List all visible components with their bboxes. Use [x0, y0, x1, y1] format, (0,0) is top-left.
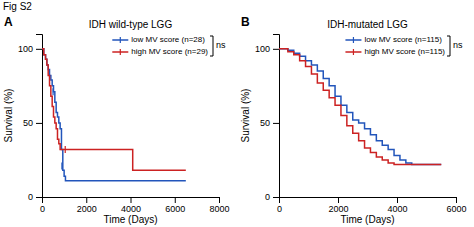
bracket [210, 36, 213, 56]
km-curve [42, 49, 186, 181]
y-tick: 0 [265, 192, 279, 202]
legend: low MV score (n=28) high MV score (n=29) [112, 35, 208, 56]
legend-swatch-tick [353, 37, 354, 43]
bracket-line [210, 56, 213, 57]
x-tick: 4000 [121, 197, 141, 214]
x-tick-label: 6000 [165, 204, 185, 214]
panel-label: A [4, 15, 13, 29]
panel-label: B [241, 15, 250, 29]
y-tick-label: 50 [260, 118, 270, 128]
panel: 0 2000 4000 6000 0 50 100 low MV score (n=115) h… [240, 15, 467, 225]
chart-title: IDH-mutated LGG [327, 19, 408, 30]
x-tick-label: 8000 [209, 204, 229, 214]
x-tick-mark [397, 197, 398, 203]
censor-mark [65, 146, 66, 153]
bracket-line [447, 36, 450, 37]
censor-mark [61, 162, 62, 169]
x-tick: 0 [277, 197, 282, 214]
x-tick-mark [131, 197, 132, 203]
x-tick: 6000 [446, 197, 466, 214]
legend-label: high MV score (n=115) [364, 47, 445, 56]
plot-area: 0 2000 4000 6000 8000 0 50 100 low MV score (n=2… [18, 35, 230, 215]
annotation: ns [216, 40, 226, 50]
legend-label: low MV score (n=115) [364, 35, 442, 44]
x-tick-mark [175, 197, 176, 203]
censor-mark [52, 88, 53, 95]
x-tick-label: 0 [40, 204, 45, 214]
y-tick: 100 [18, 44, 42, 54]
figure: Fig S2 0 2000 4000 6000 8000 0 50 100 low MV scor… [0, 0, 474, 227]
y-tick-mark [273, 123, 279, 124]
annotation: ns [453, 40, 463, 50]
bracket-line [213, 36, 214, 56]
legend: low MV score (n=115) high MV score (n=115… [345, 35, 445, 56]
x-tick-mark [219, 197, 220, 203]
x-tick-label: 4000 [387, 204, 407, 214]
y-tick-mark [36, 49, 42, 50]
y-axis-line [273, 35, 280, 198]
x-axis: 0 2000 4000 6000 8000 [40, 197, 230, 214]
panel: 0 2000 4000 6000 8000 0 50 100 low MV score (n=2… [3, 15, 230, 225]
legend-label: high MV score (n=29) [131, 47, 208, 56]
x-tick-label: 2000 [328, 204, 348, 214]
y-tick: 100 [255, 44, 279, 54]
y-tick-label: 0 [28, 192, 33, 202]
x-tick-label: 0 [277, 204, 282, 214]
x-tick: 2000 [77, 197, 97, 214]
x-tick-label: 2000 [77, 204, 97, 214]
x-axis: 0 2000 4000 6000 [277, 197, 467, 214]
x-tick: 0 [40, 197, 45, 214]
legend-swatch-tick [120, 37, 121, 43]
y-axis-line [36, 35, 43, 198]
y-tick-mark [36, 197, 42, 198]
bracket-line [447, 56, 450, 57]
y-tick-mark [273, 49, 279, 50]
y-tick: 0 [28, 192, 42, 202]
y-tick-label: 50 [23, 118, 33, 128]
y-axis-title: Survival (%) [240, 89, 251, 143]
y-tick-label: 0 [265, 192, 270, 202]
x-tick: 4000 [387, 197, 407, 214]
legend-label: low MV score (n=28) [131, 35, 205, 44]
bracket-line [450, 36, 451, 56]
y-tick-mark [36, 123, 42, 124]
y-tick-label: 100 [255, 44, 270, 54]
km-curve [42, 49, 186, 171]
y-tick-label: 100 [18, 44, 33, 54]
y-tick-mark [273, 197, 279, 198]
plot-area: 0 2000 4000 6000 0 50 100 low MV score (n=115) h… [255, 35, 467, 215]
x-tick-label: 6000 [446, 204, 466, 214]
bracket [447, 36, 450, 56]
x-tick-mark [86, 197, 87, 203]
x-tick-mark [338, 197, 339, 203]
figure-label: Fig S2 [3, 1, 32, 12]
y-axis: 0 50 100 [18, 35, 43, 203]
km-curve [279, 49, 441, 165]
x-tick: 2000 [328, 197, 348, 214]
marks [42, 49, 186, 181]
legend-swatch-tick [120, 49, 121, 55]
x-axis-line [280, 198, 457, 204]
x-axis-line [43, 198, 220, 204]
km-curve [279, 49, 441, 165]
legend-swatch-tick [353, 49, 354, 55]
y-axis: 0 50 100 [255, 35, 280, 203]
y-tick: 50 [23, 118, 42, 128]
chart-title: IDH wild-type LGG [89, 19, 173, 30]
y-tick: 50 [260, 118, 279, 128]
x-tick: 6000 [165, 197, 185, 214]
x-axis-title: Time (Days) [103, 214, 157, 225]
bracket-line [210, 36, 213, 37]
x-tick: 8000 [209, 197, 229, 214]
x-tick-mark [456, 197, 457, 203]
marks [279, 49, 441, 165]
y-axis-title: Survival (%) [3, 89, 14, 143]
x-tick-label: 4000 [121, 204, 141, 214]
x-axis-title: Time (Days) [340, 214, 394, 225]
